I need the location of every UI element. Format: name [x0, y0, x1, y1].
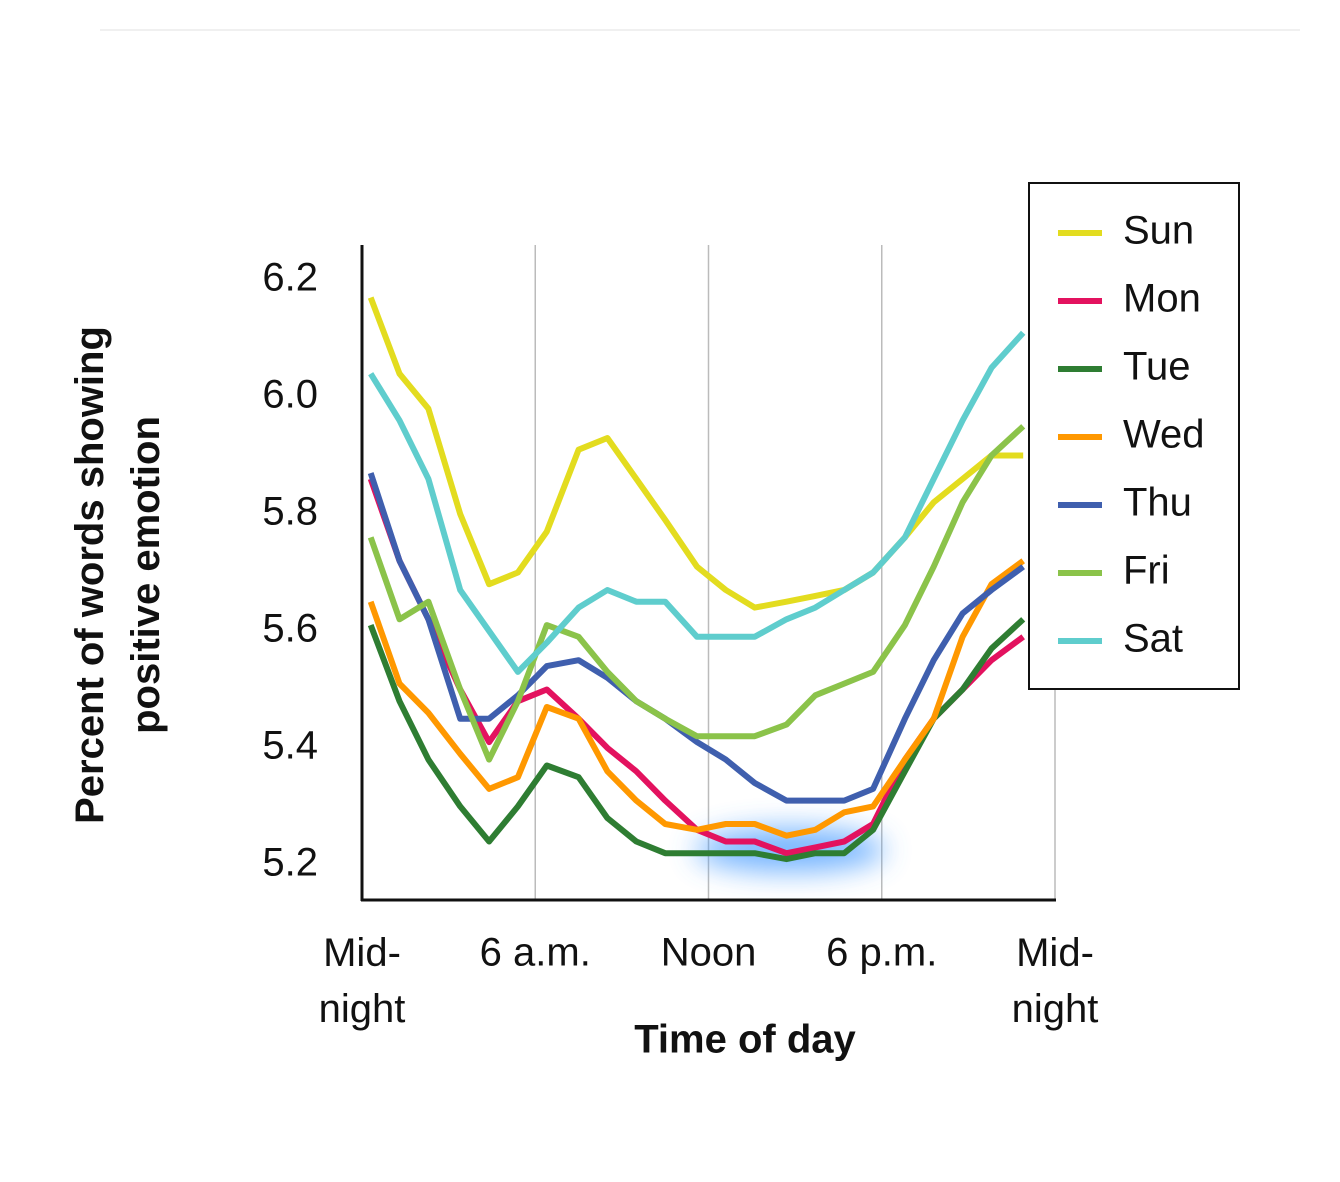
series-line — [368, 330, 1026, 675]
legend-label: Sat — [1123, 617, 1183, 661]
lines — [367, 296, 1026, 863]
legend-label: Wed — [1123, 413, 1205, 457]
legend-label: Mon — [1123, 277, 1201, 321]
legend-label: Fri — [1123, 549, 1170, 593]
y-axis-title: Percent of words showing positive emotion — [68, 326, 168, 824]
series-line — [367, 617, 1026, 863]
y-tick-label: 5.4 — [262, 724, 318, 768]
x-tick-label: 6 a.m. — [480, 931, 591, 975]
legend-label: Tue — [1123, 345, 1190, 389]
x-axis-title: Time of day — [634, 1018, 856, 1062]
x-tick-label: Noon — [661, 931, 757, 975]
legend-box — [1028, 182, 1240, 690]
y-tick-label: 6.2 — [262, 256, 318, 300]
x-tick-label: Mid-night — [1012, 931, 1099, 1031]
y-tick-label: 6.0 — [262, 373, 318, 417]
series-line — [367, 472, 1025, 804]
legend: Sun Mon Tue Wed Thu Fri Sat — [1058, 209, 1205, 661]
series-line — [367, 296, 1024, 611]
y-tick-label: 5.2 — [262, 840, 318, 884]
y-tick-label: 5.8 — [262, 490, 318, 534]
x-tick-label: Mid-night — [319, 931, 406, 1031]
legend-label: Thu — [1123, 481, 1192, 525]
series-line — [367, 558, 1025, 839]
series-line — [367, 424, 1026, 763]
y-tick-label: 5.6 — [262, 607, 318, 651]
x-tick-label: 6 p.m. — [826, 931, 937, 975]
legend-label: Sun — [1123, 209, 1194, 253]
